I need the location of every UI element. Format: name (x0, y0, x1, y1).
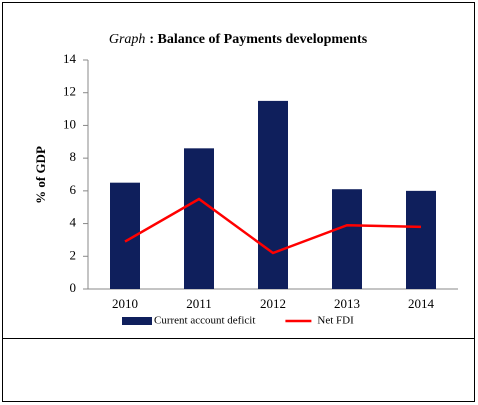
bar (184, 148, 214, 289)
x-tick-label: 2013 (334, 296, 360, 311)
bar (332, 189, 362, 289)
y-tick-label: 14 (63, 51, 77, 66)
y-tick-label: 0 (70, 280, 77, 295)
legend-label: Net FDI (317, 315, 354, 327)
x-tick-label: 2012 (260, 296, 286, 311)
y-axis-label: % of GDP (33, 146, 48, 204)
title-text: : Balance of Payments developments (149, 32, 367, 47)
y-tick-label: 6 (70, 182, 77, 197)
title-prefix: Graph (109, 32, 146, 47)
x-tick-label: 2011 (186, 296, 212, 311)
legend-label: Current account deficit (154, 315, 255, 327)
y-tick-label: 10 (63, 116, 76, 131)
y-tick-label: 8 (70, 149, 77, 164)
x-tick-label: 2010 (112, 296, 138, 311)
x-tick-label: 2014 (408, 296, 435, 311)
chart-title: Graph: Balance of Payments developments (109, 32, 368, 47)
y-tick-label: 4 (70, 215, 77, 230)
outer-border (2, 2, 475, 402)
y-tick-label: 2 (70, 247, 77, 262)
line (124, 197, 422, 255)
bar (258, 100, 288, 290)
bar (406, 190, 436, 289)
y-tick-label: 12 (63, 84, 76, 99)
legend-swatch (122, 317, 152, 325)
